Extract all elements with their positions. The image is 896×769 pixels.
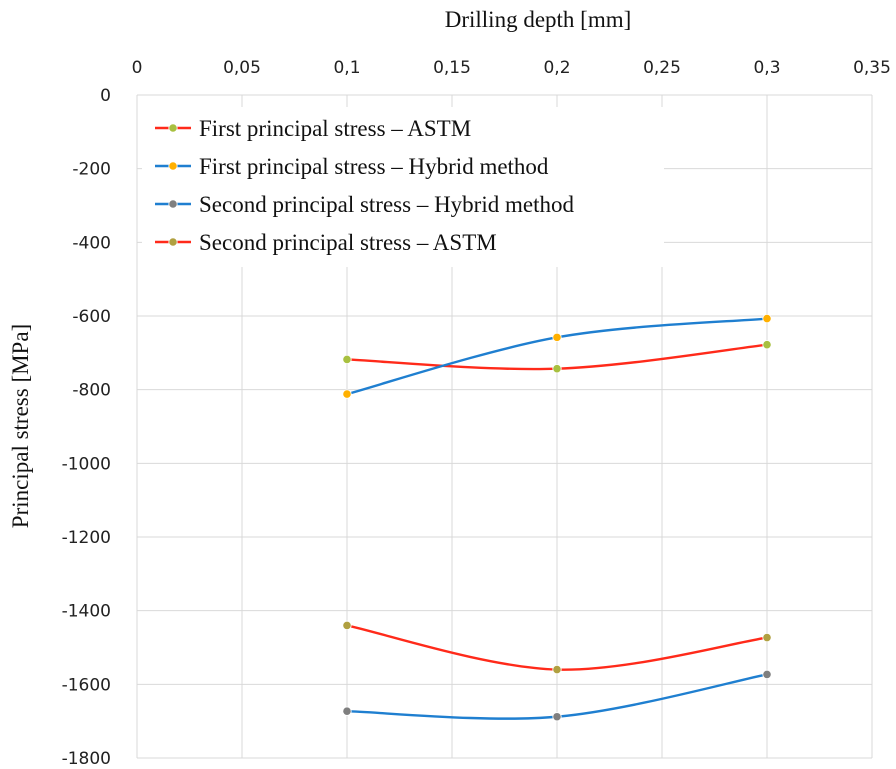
data-point	[552, 332, 562, 342]
x-tick-label: 0,25	[643, 58, 681, 78]
data-point	[552, 664, 562, 675]
legend-label: First principal stress – ASTM	[199, 116, 471, 141]
legend-swatch-marker	[168, 161, 178, 171]
legend-label: First principal stress – Hybrid method	[199, 154, 549, 179]
y-tick-labels: 0 -200 -400 -600 -800 -1000 -1200 -1400 -1600 -18…	[62, 86, 111, 769]
y-tick-label: -200	[72, 160, 111, 180]
x-tick-label: 0,3	[753, 58, 780, 78]
legend-swatch-marker	[168, 199, 178, 209]
x-tick-label: 0,05	[223, 58, 261, 78]
x-tick-labels: 0 0,05 0,1 0,15 0,2 0,25 0,3 0,35	[132, 58, 891, 78]
legend-label: Second principal stress – ASTM	[199, 230, 497, 255]
x-tick-label: 0	[132, 58, 143, 78]
y-tick-label: -1800	[62, 749, 111, 769]
x-tick-label: 0,15	[433, 58, 471, 78]
data-point	[342, 354, 352, 365]
data-point	[762, 340, 772, 350]
data-markers	[342, 313, 772, 722]
x-axis-title: Drilling depth [mm]	[445, 7, 632, 32]
data-point	[762, 669, 772, 679]
legend-swatch-marker	[168, 237, 178, 247]
data-point	[762, 632, 772, 643]
legend-box	[142, 107, 664, 267]
legend-label: Second principal stress – Hybrid method	[199, 192, 574, 217]
data-point	[762, 313, 772, 324]
x-tick-label: 0,2	[543, 58, 570, 78]
y-tick-label: -1000	[62, 454, 111, 474]
legend-swatch-marker	[168, 123, 178, 133]
data-point	[552, 712, 562, 722]
x-tick-label: 0,35	[853, 58, 891, 78]
y-tick-label: 0	[100, 86, 111, 106]
y-axis-title: Principal stress [MPa]	[8, 324, 33, 528]
y-tick-label: -1400	[62, 602, 111, 622]
data-point	[552, 364, 562, 374]
y-tick-label: -1200	[62, 528, 111, 548]
y-tick-label: -1600	[62, 675, 111, 695]
data-point	[342, 389, 352, 399]
legend: First principal stress – ASTM First princ…	[142, 107, 664, 267]
x-tick-label: 0,1	[333, 58, 360, 78]
data-point	[342, 706, 352, 716]
y-tick-label: -400	[72, 233, 111, 253]
data-point	[342, 620, 352, 631]
y-tick-label: -600	[72, 307, 111, 327]
y-tick-label: -800	[72, 381, 111, 401]
